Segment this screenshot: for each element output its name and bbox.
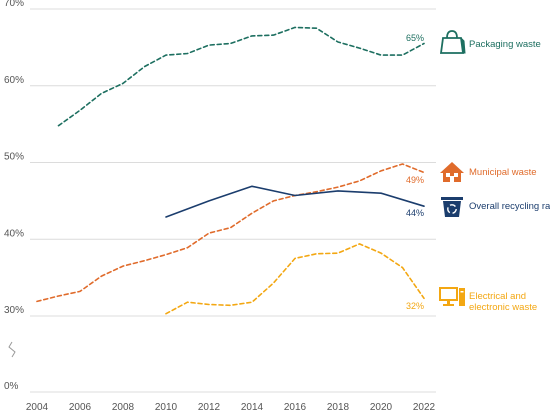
series-line-overall-recycling-rate [165, 185, 425, 218]
end-value-label: 65% [406, 33, 424, 43]
series-line-packaging-waste [57, 26, 425, 127]
end-value-labels: 65% 49% 44% 32% [406, 33, 424, 311]
y-tick-label: 30% [4, 305, 24, 316]
house-icon [440, 162, 464, 182]
y-tick-label: 0% [4, 381, 19, 392]
series-line-municipal-waste [36, 163, 425, 303]
legend-label: electronic waste [469, 302, 537, 313]
x-tick-label: 2020 [370, 402, 393, 413]
end-value-label: 32% [406, 301, 424, 311]
end-value-label: 44% [406, 208, 424, 218]
y-tick-label: 60% [4, 75, 24, 86]
computer-icon [439, 287, 465, 306]
x-tick-label: 2012 [198, 402, 221, 413]
plot-area [36, 26, 425, 315]
series-line-electrical-and-electronic-waste [165, 243, 425, 315]
x-tick-label: 2008 [112, 402, 135, 413]
legend-item: Overall recycling rate [441, 197, 550, 217]
end-value-label: 49% [406, 175, 424, 185]
legend-label: Electrical and [469, 291, 526, 302]
x-tick-label: 2004 [26, 402, 49, 413]
x-tick-label: 2018 [327, 402, 350, 413]
recycling-bin-icon [441, 197, 463, 217]
y-tick-label: 70% [4, 0, 24, 9]
y-tick-label: 50% [4, 152, 24, 163]
x-tick-label: 2014 [241, 402, 264, 413]
x-tick-label: 2006 [69, 402, 92, 413]
y-tick-label: 40% [4, 228, 24, 239]
gridlines [30, 8, 436, 393]
x-tick-label: 2022 [413, 402, 436, 413]
legend-item: Packaging waste [439, 30, 541, 54]
axis-break-marker [8, 341, 16, 358]
legend-label: Packaging waste [469, 39, 541, 50]
legend: Packaging waste Municipal waste Overall re… [439, 30, 550, 313]
legend-label: Municipal waste [469, 167, 537, 178]
x-tick-label: 2016 [284, 402, 307, 413]
axis-labels: 0% 30% 40% 50% 60% 70% 2004 2006 2008 2010 2012 201… [4, 0, 436, 413]
shopping-bag-icon [439, 30, 466, 54]
legend-label: Overall recycling rate [469, 201, 550, 212]
legend-item: Municipal waste [440, 162, 537, 182]
x-tick-label: 2010 [155, 402, 178, 413]
